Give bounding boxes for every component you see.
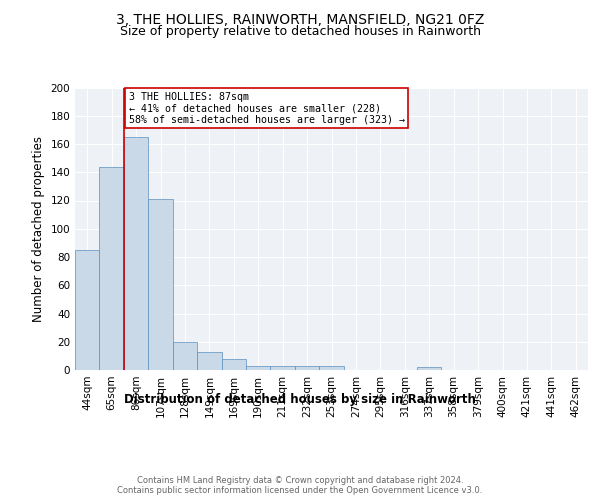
Text: Size of property relative to detached houses in Rainworth: Size of property relative to detached ho…	[119, 25, 481, 38]
Bar	[197, 352, 221, 370]
Bar	[246, 366, 271, 370]
Bar	[100, 166, 124, 370]
Text: Contains HM Land Registry data © Crown copyright and database right 2024.
Contai: Contains HM Land Registry data © Crown c…	[118, 476, 482, 495]
Bar	[75, 250, 100, 370]
Text: Distribution of detached houses by size in Rainworth: Distribution of detached houses by size …	[124, 392, 476, 406]
Bar	[295, 366, 319, 370]
Bar	[173, 342, 197, 370]
Bar	[148, 199, 173, 370]
Y-axis label: Number of detached properties: Number of detached properties	[32, 136, 45, 322]
Bar	[221, 358, 246, 370]
Bar	[271, 366, 295, 370]
Text: 3 THE HOLLIES: 87sqm
← 41% of detached houses are smaller (228)
58% of semi-deta: 3 THE HOLLIES: 87sqm ← 41% of detached h…	[129, 92, 405, 125]
Text: 3, THE HOLLIES, RAINWORTH, MANSFIELD, NG21 0FZ: 3, THE HOLLIES, RAINWORTH, MANSFIELD, NG…	[116, 12, 484, 26]
Bar	[124, 137, 148, 370]
Bar	[319, 366, 344, 370]
Bar	[417, 367, 442, 370]
